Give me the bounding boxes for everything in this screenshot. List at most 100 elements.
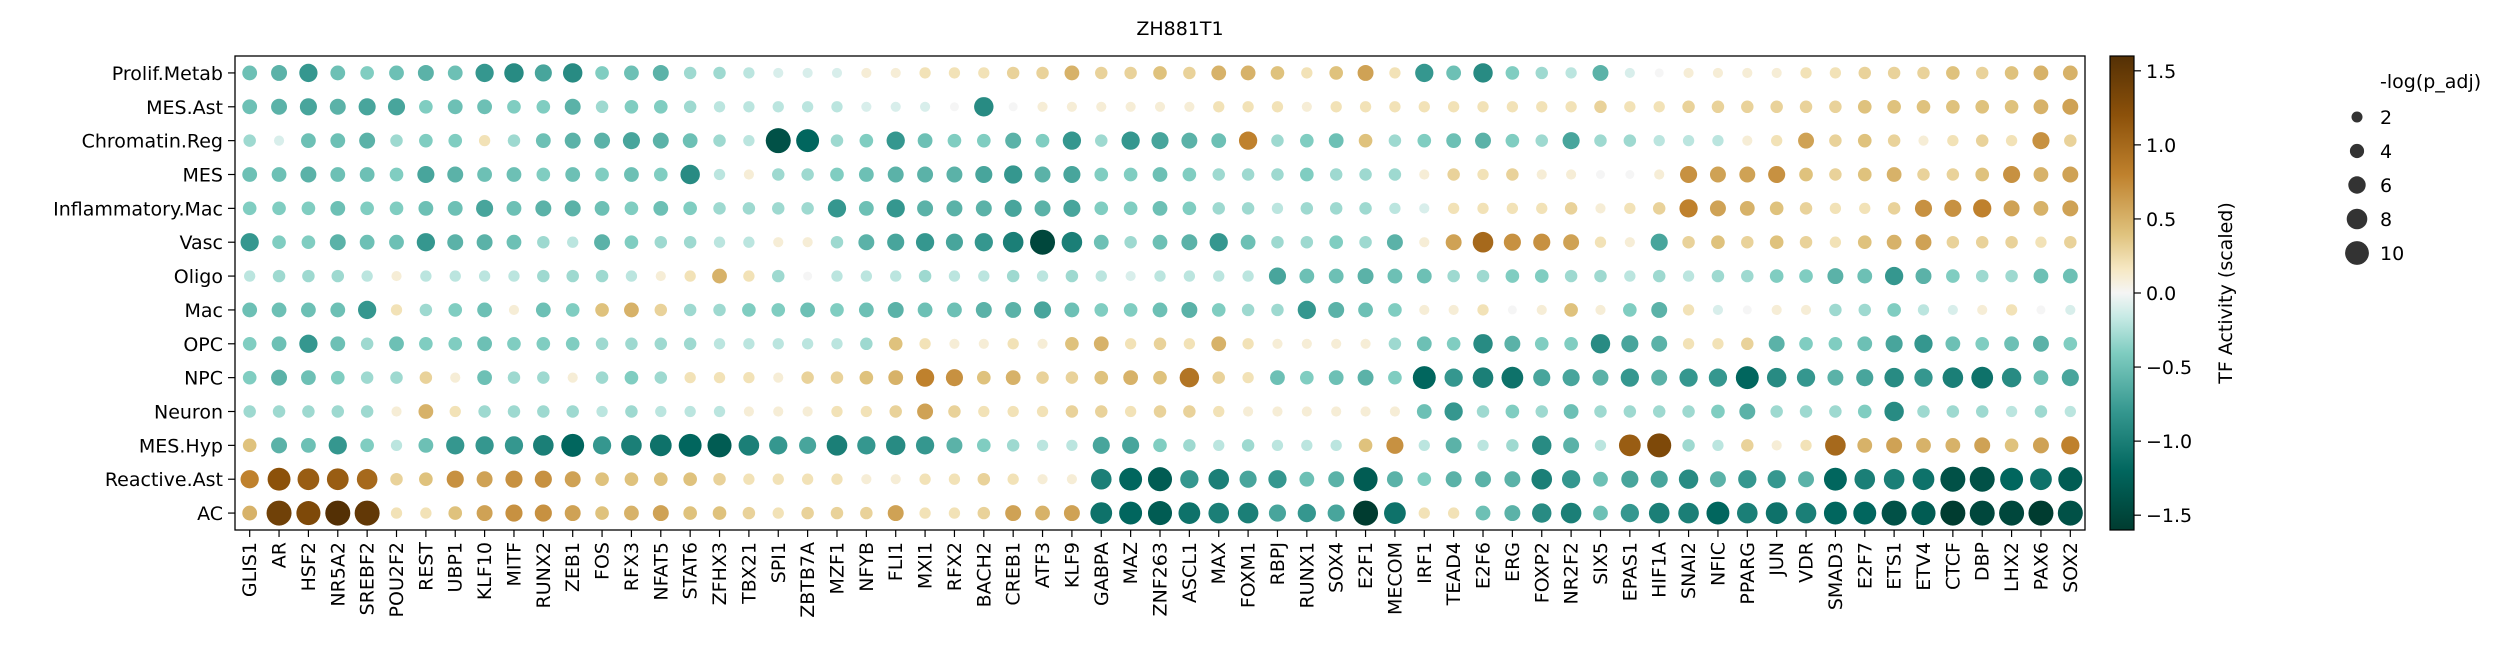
dot-vasc-maz [1124, 235, 1137, 249]
dot-oligo-sox2 [2062, 268, 2078, 284]
dot-neuron-ubp1 [449, 405, 461, 418]
dot-inflammatory-mac-spi1 [772, 202, 785, 215]
dot-vasc-znf263 [1152, 234, 1168, 250]
dot-inflammatory-mac-mzf1 [827, 199, 847, 218]
dot-npc-mecom [1388, 370, 1402, 385]
dot-prolif-metab-epas1 [1624, 67, 1635, 79]
dot-mac-znf263 [1152, 302, 1168, 318]
dot-vasc-spi1 [773, 237, 784, 248]
column-label: REST [415, 542, 437, 591]
dot-mes-jun [1768, 165, 1786, 184]
dot-chromatin-reg-erg [1505, 133, 1520, 148]
dot-neuron-runx2 [537, 405, 550, 418]
dot-inflammatory-mac-foxp2 [1536, 202, 1548, 215]
dot-mes-e2f1 [1359, 168, 1372, 181]
dot-reactive-ast-nfic [1709, 471, 1726, 488]
dot-mes-hyp-tbx21 [738, 435, 760, 456]
column-label: HSF2 [298, 542, 320, 591]
dot-neuron-ascl1 [1183, 405, 1196, 418]
colorbar-label: TF Activity (scaled) [2215, 202, 2237, 385]
dot-ac-jun [1765, 502, 1788, 524]
dot-mes-ast-ar [271, 98, 288, 115]
dot-npc-runx2 [537, 371, 550, 384]
dot-chromatin-reg-fos [594, 132, 611, 149]
column-label: NR2F2 [1561, 542, 1583, 605]
dot-vasc-runx1 [1300, 235, 1314, 249]
dot-mes-ast-mxi1 [920, 101, 931, 112]
dot-neuron-nfic [1711, 404, 1725, 419]
dot-opc-pparg [1741, 337, 1754, 351]
dot-neuron-pax6 [2034, 405, 2048, 418]
dot-chromatin-reg-nfic [1712, 134, 1724, 147]
size-legend-label: 4 [2380, 141, 2392, 163]
dot-mes-maz [1123, 167, 1138, 182]
dot-mes-hyp-irf1 [1418, 439, 1430, 452]
dot-mac-zeb1 [565, 303, 580, 317]
dot-oligo-lhx2 [2005, 269, 2018, 283]
dot-mes-ast-gabpa [1096, 101, 1107, 112]
dot-npc-dbp [1971, 366, 1994, 389]
dot-chromatin-reg-znf263 [1151, 132, 1169, 150]
dot-prolif-metab-etv4 [1917, 66, 1930, 80]
dot-npc-nr5a2 [330, 370, 345, 385]
dot-neuron-hsf2 [302, 405, 315, 418]
dot-mac-rest [419, 303, 433, 317]
dot-neuron-stat6 [684, 405, 696, 418]
dot-ac-ctcf [1940, 500, 1966, 526]
dot-opc-fos [595, 337, 609, 351]
dot-mac-mitf [508, 304, 520, 316]
dot-oligo-rfx2 [948, 270, 961, 282]
dot-mac-klf10 [477, 302, 492, 318]
dot-mes-ast-rfx3 [624, 99, 639, 114]
dot-npc-hif1a [1651, 369, 1668, 386]
dot-inflammatory-mac-lhx2 [2003, 200, 2020, 217]
dot-prolif-metab-nfic [1712, 67, 1724, 79]
dot-mes-hyp-creb1 [1006, 439, 1020, 452]
dot-inflammatory-mac-zfhx3 [713, 202, 726, 215]
dot-mac-nfyb [858, 302, 874, 318]
dot-ac-foxp2 [1532, 503, 1552, 523]
dot-mes-ast-erg [1506, 101, 1519, 113]
dot-mes-ast-foxp2 [1536, 101, 1548, 113]
dot-vasc-lhx2 [2005, 235, 2018, 249]
column-label: ZBTB7A [797, 542, 819, 618]
dot-mes-hyp-nr2f2 [1563, 437, 1580, 454]
dot-neuron-pou2f2 [391, 406, 402, 417]
dot-mes-rbpj [1271, 168, 1284, 181]
dot-mac-tead4 [1448, 304, 1459, 316]
dot-mes-hyp-mitf [504, 436, 524, 455]
dot-ac-vdr [1795, 502, 1817, 524]
dot-chromatin-reg-tbx21 [743, 134, 755, 147]
dot-mac-maz [1123, 303, 1138, 317]
dot-reactive-ast-rfx2 [948, 473, 961, 485]
dot-mes-ast-mecom [1389, 101, 1401, 113]
dot-neuron-mecom [1389, 406, 1401, 417]
column-label: MAX [1208, 542, 1230, 584]
dot-chromatin-reg-ets1 [1887, 134, 1901, 147]
dot-mac-tbx21 [742, 303, 756, 317]
dot-inflammatory-mac-six5 [1595, 203, 1606, 214]
dot-chromatin-reg-ubp1 [448, 133, 463, 148]
dot-mes-hyp-e2f1 [1358, 438, 1373, 453]
colorbar-tick-label: −1.0 [2146, 431, 2192, 453]
dot-opc-rfx3 [625, 337, 638, 351]
dot-ac-bach2 [977, 506, 991, 520]
dot-mes-ast-jun [1770, 100, 1783, 114]
dot-neuron-zeb1 [566, 405, 579, 418]
dot-opc-bach2 [978, 338, 989, 349]
dot-inflammatory-mac-foxm1 [1241, 202, 1255, 215]
dot-mac-rfx2 [947, 302, 962, 318]
dot-oligo-e2f1 [1357, 268, 1374, 285]
dot-mes-hyp-znf263 [1153, 438, 1167, 453]
dot-mes-hyp-mxi1 [915, 436, 935, 455]
dot-opc-klf10 [477, 336, 492, 352]
dot-opc-ets1 [1885, 335, 1903, 353]
dot-opc-mzf1 [831, 338, 843, 350]
dot-prolif-metab-ar [271, 64, 288, 81]
column-label: BACH2 [973, 542, 995, 607]
dot-opc-hsf2 [299, 334, 318, 353]
dot-prolif-metab-e2f6 [1473, 63, 1493, 83]
dot-oligo-ctcf [1946, 269, 1960, 283]
dot-npc-creb1 [1005, 370, 1021, 386]
